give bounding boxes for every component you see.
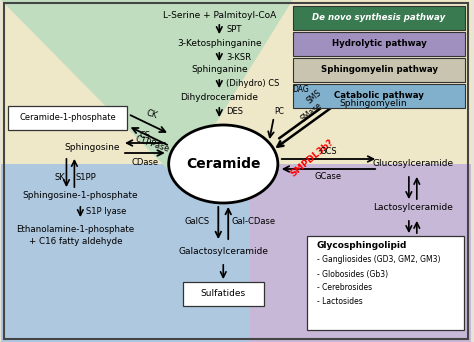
Text: SMS: SMS <box>305 89 323 106</box>
Text: SK: SK <box>55 172 65 182</box>
FancyBboxPatch shape <box>293 58 465 82</box>
Text: Sulfatides: Sulfatides <box>201 289 246 299</box>
Text: Sphingomyelin pathway: Sphingomyelin pathway <box>320 66 438 75</box>
Polygon shape <box>1 0 292 181</box>
FancyBboxPatch shape <box>307 236 465 330</box>
Text: SPT: SPT <box>226 25 242 34</box>
FancyBboxPatch shape <box>293 84 465 108</box>
Text: Lactosylceramide: Lactosylceramide <box>373 203 453 212</box>
FancyBboxPatch shape <box>293 6 465 30</box>
Text: GCS: GCS <box>319 147 337 156</box>
Text: - Lactosides: - Lactosides <box>317 298 362 306</box>
Text: CDase: CDase <box>131 158 158 167</box>
Text: CK: CK <box>145 108 159 120</box>
Text: 3-KSR: 3-KSR <box>226 53 251 62</box>
Text: Gal-CDase: Gal-CDase <box>231 218 275 226</box>
Text: Sphingomyelin: Sphingomyelin <box>339 100 407 108</box>
Text: Glucosylceramide: Glucosylceramide <box>372 159 454 169</box>
Text: L-Serine + Palmitoyl-CoA: L-Serine + Palmitoyl-CoA <box>163 11 276 19</box>
Text: Glycosphingolipid: Glycosphingolipid <box>317 241 407 250</box>
Text: C1PPase: C1PPase <box>133 134 170 154</box>
Text: - Globosides (Gb3): - Globosides (Gb3) <box>317 269 388 278</box>
Text: De novo synthesis pathway: De novo synthesis pathway <box>312 13 446 23</box>
Text: Ceramide: Ceramide <box>186 157 261 171</box>
Text: - Gangliosides (GD3, GM2, GM3): - Gangliosides (GD3, GM2, GM3) <box>317 255 440 264</box>
Text: Sphinganine: Sphinganine <box>191 66 247 75</box>
Text: GCase: GCase <box>315 172 342 181</box>
Text: Dihydroceramide: Dihydroceramide <box>180 93 258 103</box>
Text: Sphingosine-1-phosphate: Sphingosine-1-phosphate <box>23 192 138 200</box>
FancyBboxPatch shape <box>182 282 264 306</box>
Text: SMPDL3b?: SMPDL3b? <box>289 137 335 178</box>
Text: - Cerebrosides: - Cerebrosides <box>317 284 372 292</box>
Text: 3-Ketosphinganine: 3-Ketosphinganine <box>177 39 262 48</box>
Text: S1P lyase: S1P lyase <box>86 208 127 216</box>
Text: Hydrolytic pathway: Hydrolytic pathway <box>332 39 427 49</box>
Text: Ceramide-1-phosphate: Ceramide-1-phosphate <box>19 114 116 122</box>
Text: Catabolic pathway: Catabolic pathway <box>334 92 424 101</box>
Bar <box>1 164 250 342</box>
Text: (Dihydro) CS: (Dihydro) CS <box>226 79 280 89</box>
Text: DES: DES <box>226 107 243 117</box>
Text: GalCS: GalCS <box>184 218 210 226</box>
Text: Galactosylceramide: Galactosylceramide <box>178 248 268 256</box>
FancyBboxPatch shape <box>8 106 127 130</box>
Text: Ethanolamine-1-phosphate: Ethanolamine-1-phosphate <box>16 225 135 235</box>
Text: + C16 fatty aldehyde: + C16 fatty aldehyde <box>28 237 122 247</box>
Text: S1PP: S1PP <box>75 172 96 182</box>
Text: PC: PC <box>274 107 284 117</box>
Text: SMase: SMase <box>299 101 323 124</box>
FancyBboxPatch shape <box>293 32 465 56</box>
Text: DAG: DAG <box>292 86 309 94</box>
Ellipse shape <box>169 125 278 203</box>
Text: Sphingosine: Sphingosine <box>64 144 120 153</box>
Bar <box>250 164 472 342</box>
Text: CS: CS <box>139 131 150 140</box>
